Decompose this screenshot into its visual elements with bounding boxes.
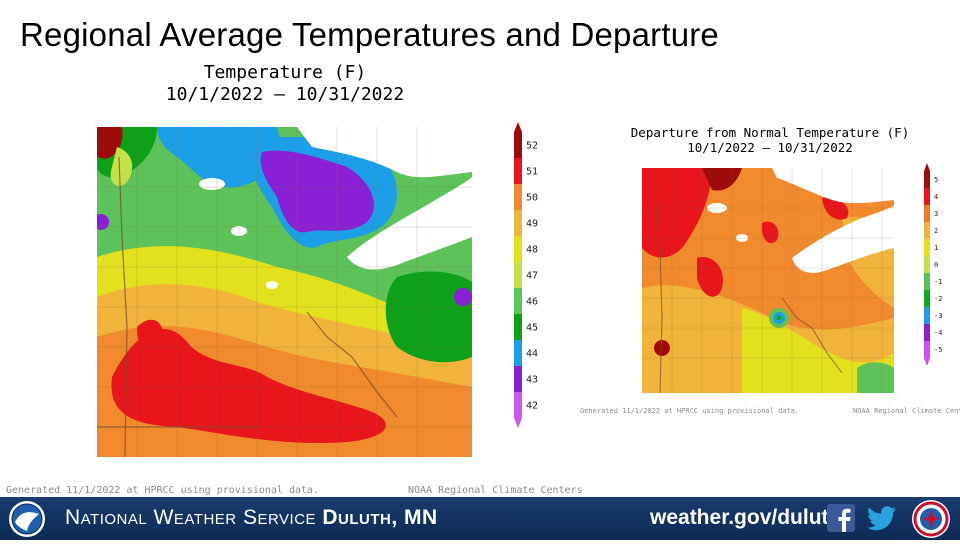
departure-legend-swatch (924, 341, 930, 358)
footer-website-link[interactable]: weather.gov/duluth (650, 506, 842, 529)
temperature-legend-label: 45 (526, 323, 538, 334)
footer-office: Duluth, MN (322, 506, 438, 529)
nws-logo-icon[interactable] (911, 499, 951, 539)
temperature-legend-label: 42 (526, 401, 538, 412)
departure-legend-swatch (924, 273, 930, 290)
departure-legend-label: 2 (934, 227, 938, 235)
departure-legend-label: 0 (934, 261, 938, 269)
temperature-map-title-line2: 10/1/2022 – 10/31/2022 (165, 83, 405, 105)
departure-legend-swatch (924, 256, 930, 273)
departure-map-title-line1: Departure from Normal Temperature (F) (630, 125, 910, 140)
departure-legend-swatch (924, 222, 930, 239)
noaa-logo-icon[interactable] (8, 500, 46, 538)
departure-legend-swatch (924, 188, 930, 205)
temperature-legend-label: 46 (526, 297, 538, 308)
departure-legend-label: 4 (934, 193, 938, 201)
temperature-legend-label: 44 (526, 349, 538, 360)
temperature-legend-swatch (514, 340, 522, 366)
temperature-legend-swatch (514, 132, 522, 158)
temperature-legend-label: 51 (526, 167, 538, 178)
departure-legend-swatch (924, 324, 930, 341)
departure-credit-right: NOAA Regional Climate Centers (853, 407, 960, 415)
temperature-legend-label: 47 (526, 271, 538, 282)
temperature-legend-label: 50 (526, 193, 538, 204)
temperature-legend-swatch (514, 262, 522, 288)
footer-org-prefix: National Weather Service (65, 506, 317, 529)
footer-bar: National Weather Service Duluth, MN weat… (0, 497, 960, 540)
temperature-legend-label: 52 (526, 141, 538, 152)
departure-legend-cap-top (924, 163, 930, 171)
departure-map (642, 168, 894, 393)
departure-map-title-line2: 10/1/2022 – 10/31/2022 (687, 140, 853, 155)
temperature-legend-label: 48 (526, 245, 538, 256)
departure-legend: 5 4 3 2 1 0 -1 -2 -3 -4 -5 (924, 163, 942, 366)
departure-legend-label: -2 (934, 295, 942, 303)
facebook-icon[interactable] (827, 504, 855, 532)
departure-legend-cap-bottom (924, 358, 930, 366)
temperature-legend-label: 43 (526, 375, 538, 386)
departure-legend-label: -1 (934, 278, 942, 286)
departure-legend-label: -3 (934, 312, 942, 320)
temperature-legend-swatch (514, 210, 522, 236)
departure-legend-label: 3 (934, 210, 938, 218)
temperature-legend-cap-top (514, 122, 522, 132)
temperature-legend-swatch (514, 158, 522, 184)
temperature-legend-swatch (514, 288, 522, 314)
temperature-legend: 52 51 50 49 48 47 46 45 44 43 42 (514, 122, 538, 428)
departure-legend-swatch (924, 205, 930, 222)
departure-legend-swatch (924, 171, 930, 188)
temperature-credit-left: Generated 11/1/2022 at HPRCC using provi… (6, 485, 320, 496)
temperature-legend-swatch (514, 366, 522, 392)
temperature-credit-right: NOAA Regional Climate Centers (408, 485, 583, 496)
temperature-legend-label: 49 (526, 219, 538, 230)
temperature-map (97, 127, 472, 457)
footer-office-name: National Weather Service Duluth, MN (65, 506, 438, 530)
temperature-map-title: Temperature (F) 10/1/2022 – 10/31/2022 (110, 62, 460, 105)
departure-legend-swatch (924, 290, 930, 307)
departure-legend-label: -5 (934, 346, 942, 354)
departure-credit-left: Generated 11/1/2022 at HPRCC using provi… (580, 407, 800, 415)
departure-legend-swatch (924, 307, 930, 324)
temperature-legend-swatch (514, 236, 522, 262)
temperature-legend-swatch (514, 392, 522, 418)
departure-legend-swatch (924, 239, 930, 256)
temperature-legend-swatch (514, 314, 522, 340)
twitter-icon[interactable] (866, 503, 898, 533)
departure-legend-label: -4 (934, 329, 942, 337)
departure-map-title: Departure from Normal Temperature (F) 10… (630, 125, 910, 155)
slide-title: Regional Average Temperatures and Depart… (20, 16, 719, 53)
departure-legend-label: 5 (934, 176, 938, 184)
temperature-legend-swatch (514, 184, 522, 210)
temperature-legend-cap-bottom (514, 418, 522, 428)
temperature-map-title-line1: Temperature (F) (203, 62, 367, 83)
departure-legend-label: 1 (934, 244, 938, 252)
